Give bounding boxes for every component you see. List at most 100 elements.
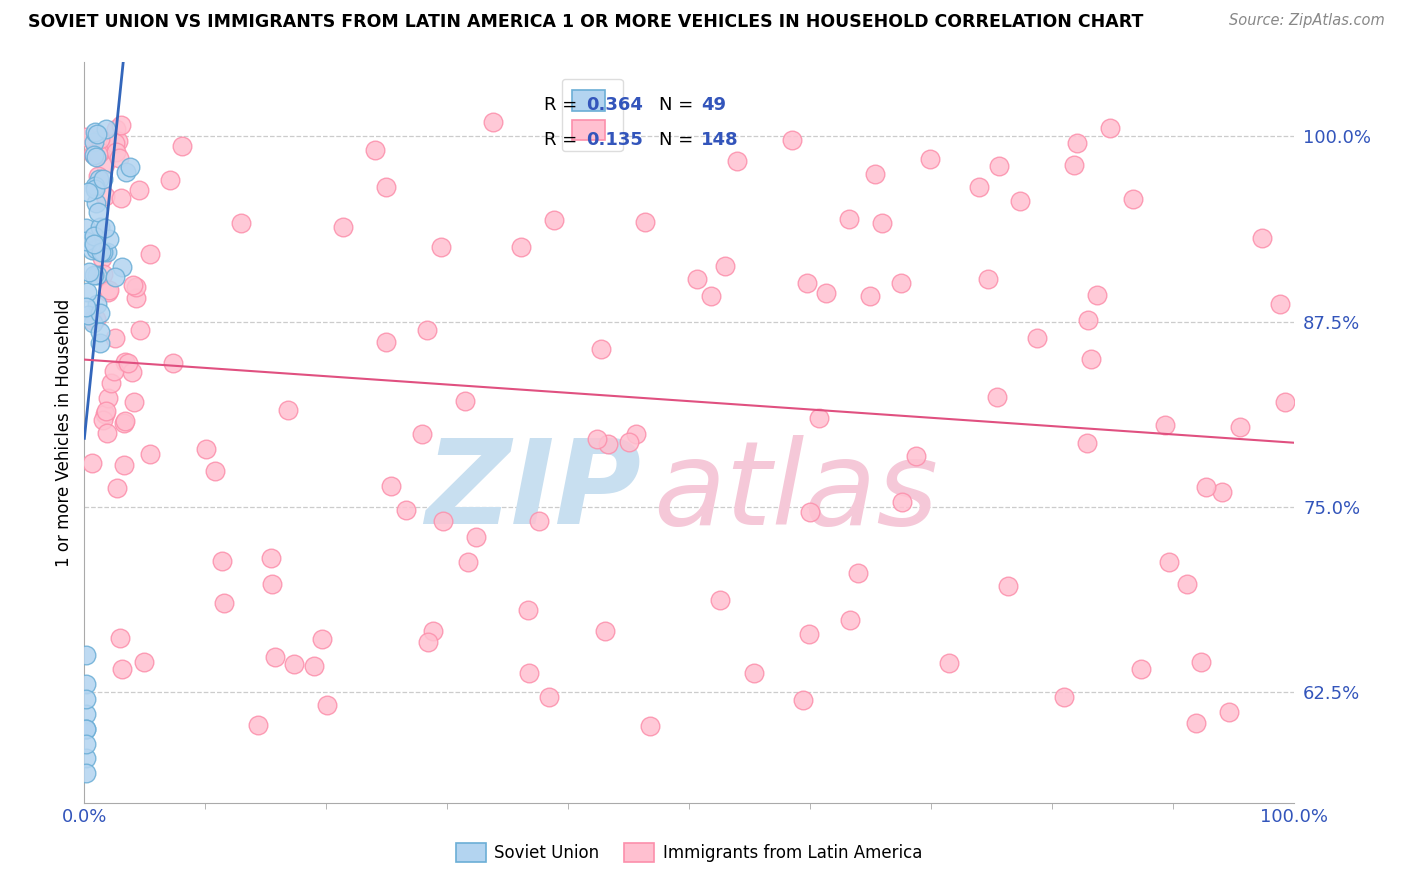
Point (839, 613, 862, 627)
Text: ZIP: ZIP (425, 434, 641, 549)
Point (107, 134, 129, 148)
Point (1122, 193, 1144, 207)
Point (96, 245, 118, 260)
Point (792, 692, 814, 706)
Point (422, 624, 444, 638)
Text: 148: 148 (702, 130, 738, 149)
Point (838, 211, 860, 226)
Point (94, 157, 117, 171)
Point (977, 272, 1000, 286)
Point (1211, 485, 1233, 500)
Point (86, 268, 108, 282)
Point (83, 148, 105, 162)
Point (543, 212, 565, 227)
Text: SOVIET UNION VS IMMIGRANTS FROM LATIN AMERICA 1 OR MORE VEHICLES IN HOUSEHOLD CO: SOVIET UNION VS IMMIGRANTS FROM LATIN AM… (28, 13, 1143, 31)
Point (89, 132, 111, 146)
Point (91, 413, 114, 427)
Point (986, 390, 1008, 404)
Point (86, 127, 108, 141)
Point (1274, 394, 1296, 409)
Point (686, 272, 709, 286)
Point (374, 180, 396, 194)
Point (76, 308, 98, 322)
Point (138, 247, 160, 261)
Point (1218, 705, 1240, 719)
Point (626, 426, 648, 441)
Point (332, 219, 354, 234)
Point (83, 182, 105, 196)
Point (76, 285, 98, 299)
Point (94, 189, 117, 203)
Point (84, 150, 107, 164)
Point (124, 395, 146, 409)
Point (84, 179, 107, 194)
Point (967, 179, 990, 194)
Point (260, 551, 283, 566)
Text: Source: ZipAtlas.com: Source: ZipAtlas.com (1229, 13, 1385, 29)
Point (262, 577, 284, 591)
Point (395, 503, 418, 517)
Text: N =: N = (659, 95, 699, 114)
Point (77, 265, 100, 279)
Point (89, 325, 111, 339)
Point (465, 530, 488, 544)
Point (744, 665, 766, 680)
Point (75, 300, 97, 314)
Point (89, 220, 111, 235)
Point (418, 635, 440, 649)
Point (429, 240, 451, 254)
Point (97, 392, 120, 406)
Point (93, 220, 115, 235)
Point (80, 457, 103, 471)
Point (96, 122, 118, 136)
Point (91, 172, 114, 186)
Point (83, 237, 105, 252)
Point (1157, 555, 1180, 569)
Point (302, 659, 325, 673)
Point (364, 144, 387, 158)
Point (80, 243, 103, 257)
Point (132, 655, 155, 669)
Point (100, 376, 122, 391)
Point (96, 404, 118, 418)
Point (799, 627, 821, 641)
Point (1195, 480, 1218, 494)
Point (1077, 312, 1099, 326)
Point (700, 289, 723, 303)
Point (104, 145, 127, 159)
Point (638, 719, 661, 733)
Point (709, 593, 731, 607)
Point (380, 479, 402, 493)
Point (807, 410, 830, 425)
Point (82, 147, 104, 161)
Point (454, 394, 477, 409)
Point (111, 661, 134, 675)
Point (98, 283, 121, 297)
Point (938, 656, 960, 670)
Point (593, 624, 616, 639)
Point (246, 718, 269, 732)
Point (128, 323, 150, 337)
Point (634, 215, 657, 229)
Point (1130, 662, 1153, 676)
Point (277, 403, 299, 417)
Point (204, 465, 226, 479)
Point (112, 416, 135, 430)
Text: R =: R = (544, 95, 583, 114)
Point (87, 172, 110, 186)
Point (848, 566, 870, 581)
Point (75, 220, 97, 235)
Point (517, 666, 540, 681)
Point (997, 579, 1019, 593)
Text: N =: N = (659, 130, 699, 149)
Point (91, 244, 114, 259)
Point (75, 722, 97, 736)
Point (527, 514, 550, 528)
Point (75, 692, 97, 706)
Point (110, 260, 132, 275)
Point (75, 751, 97, 765)
Point (1099, 120, 1122, 135)
Point (1229, 420, 1251, 434)
Point (214, 597, 236, 611)
Point (457, 555, 479, 569)
